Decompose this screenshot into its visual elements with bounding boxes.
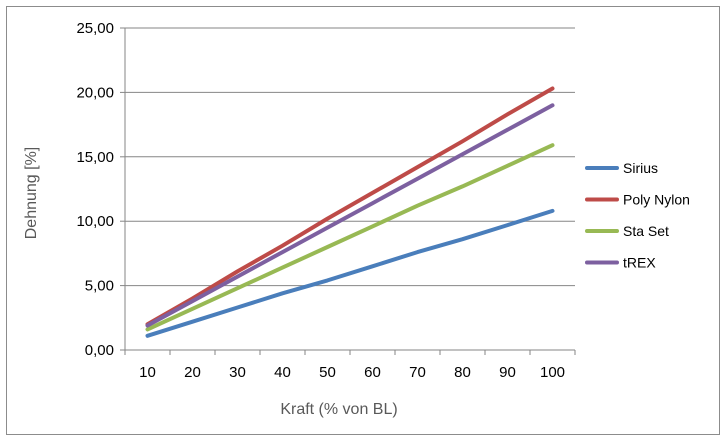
legend: Sirius Poly Nylon Sta Set tREX xyxy=(585,160,690,271)
series-line-poly-nylon xyxy=(145,86,555,327)
y-tick-label: 15,00 xyxy=(76,149,114,166)
y-tick-label: 25,00 xyxy=(76,20,114,37)
x-tick-label: 70 xyxy=(409,364,426,381)
legend-label-sta-set: Sta Set xyxy=(623,223,669,239)
x-tick-label: 80 xyxy=(454,364,471,381)
x-tick-label: 10 xyxy=(139,364,156,381)
x-tick-label: 20 xyxy=(184,364,201,381)
legend-label-trex: tREX xyxy=(623,255,656,271)
y-tick-labels: 0,00 5,00 10,00 15,00 20,00 25,00 xyxy=(76,20,114,359)
series-line-trex xyxy=(145,103,555,328)
x-tick-labels: 10 20 30 40 50 60 70 80 90 100 xyxy=(139,364,565,381)
legend-label-sirius: Sirius xyxy=(623,160,658,176)
line-chart: 0,00 5,00 10,00 15,00 20,00 25,00 10 20 30 40 50 6… xyxy=(23,20,690,418)
x-tick-label: 100 xyxy=(540,364,565,381)
series-line-sirius xyxy=(145,208,555,338)
series-line-sta-set xyxy=(145,143,555,332)
y-tick-label: 5,00 xyxy=(85,278,114,295)
x-tick-label: 30 xyxy=(229,364,246,381)
x-axis-title: Kraft (% von BL) xyxy=(280,401,397,418)
x-tick-label: 50 xyxy=(319,364,336,381)
x-tick-label: 40 xyxy=(274,364,291,381)
y-axis-title: Dehnung [%] xyxy=(23,147,40,240)
x-tick-label: 90 xyxy=(499,364,516,381)
x-tick-label: 60 xyxy=(364,364,381,381)
y-tick-label: 0,00 xyxy=(85,342,114,359)
chart-frame: 0,00 5,00 10,00 15,00 20,00 25,00 10 20 30 40 50 6… xyxy=(6,6,720,435)
series-lines xyxy=(145,86,555,338)
gridlines xyxy=(125,27,575,287)
axes xyxy=(120,27,576,355)
y-tick-label: 10,00 xyxy=(76,213,114,230)
legend-label-poly-nylon: Poly Nylon xyxy=(623,192,690,208)
y-tick-label: 20,00 xyxy=(76,84,114,101)
